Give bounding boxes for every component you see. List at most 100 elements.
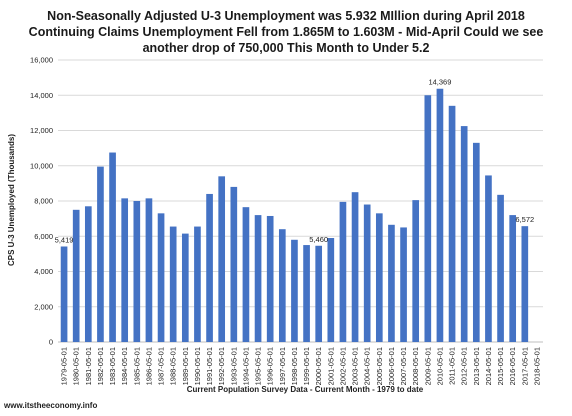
data-label: 5,419 — [55, 235, 74, 244]
bar — [291, 239, 298, 342]
x-tick-label: 1992-05-01 — [217, 347, 226, 385]
x-tick-label: 2015-05-01 — [496, 347, 505, 385]
x-tick-label: 2012-05-01 — [460, 347, 469, 385]
y-tick-label: 6,000 — [34, 232, 53, 241]
x-tick-label: 1998-05-01 — [290, 347, 299, 385]
bar — [388, 224, 395, 342]
chart-title-line-1: Non-Seasonally Adjusted U-3 Unemployment… — [47, 9, 525, 23]
x-tick-label: 1990-05-01 — [193, 347, 202, 385]
bar — [351, 192, 359, 342]
y-tick-label: 12,000 — [30, 126, 53, 135]
x-tick-label: 1980-05-01 — [72, 347, 81, 385]
bar — [97, 166, 104, 342]
x-tick-label: 2013-05-01 — [472, 347, 481, 385]
bar — [497, 194, 504, 342]
x-tick-label: 1986-05-01 — [144, 347, 153, 385]
x-tick-label: 2008-05-01 — [411, 347, 420, 385]
bar — [485, 175, 492, 342]
x-tick-label: 2007-05-01 — [399, 347, 408, 385]
data-label: 6,572 — [515, 215, 534, 224]
x-tick-label: 1995-05-01 — [254, 347, 263, 385]
bar — [363, 204, 371, 342]
bar — [181, 233, 189, 342]
y-tick-label: 8,000 — [34, 197, 53, 206]
y-tick-label: 16,000 — [30, 56, 53, 65]
bar — [509, 215, 517, 342]
x-tick-label: 2010-05-01 — [435, 347, 444, 385]
y-tick-label: 2,000 — [34, 302, 53, 311]
y-axis-title: CPS U-3 Unemployed (Thousands) — [7, 134, 16, 266]
x-tick-label: 2006-05-01 — [387, 347, 396, 385]
bar — [266, 215, 274, 342]
bar — [436, 88, 444, 343]
y-tick-label: 10,000 — [30, 161, 53, 170]
y-tick-label: 0 — [49, 338, 53, 347]
bar — [230, 186, 238, 342]
x-tick-label: 2001-05-01 — [326, 347, 335, 385]
x-tick-label: 2011-05-01 — [448, 347, 457, 385]
x-tick-label: 1983-05-01 — [108, 347, 117, 385]
bar — [206, 193, 213, 342]
bar — [133, 201, 141, 342]
bar — [424, 95, 432, 342]
x-tick-label: 2000-05-01 — [314, 347, 323, 385]
bar — [278, 229, 286, 342]
x-tick-label: 1989-05-01 — [181, 347, 190, 385]
x-tick-label: 2014-05-01 — [484, 347, 493, 385]
x-tick-label: 1979-05-01 — [60, 347, 69, 385]
bar — [412, 200, 420, 342]
x-tick-label: 1984-05-01 — [120, 347, 129, 385]
bar — [194, 226, 201, 342]
x-tick-label: 2016-05-01 — [508, 347, 517, 385]
x-tick-label: 2018-05-01 — [532, 347, 541, 385]
bar — [145, 198, 153, 342]
x-tick-label: 1981-05-01 — [84, 347, 93, 385]
data-labels: 5,419 5,460 14,369 6,572 — [55, 78, 535, 245]
bar — [254, 215, 262, 342]
x-tick-label: 1982-05-01 — [96, 347, 105, 385]
x-tick-label: 1996-05-01 — [266, 347, 275, 385]
bar — [60, 246, 68, 342]
x-tick-label: 1988-05-01 — [169, 347, 178, 385]
gridlines — [58, 59, 543, 343]
bar — [375, 213, 383, 342]
x-tick-label: 1997-05-01 — [278, 347, 287, 385]
y-axis-ticks: 0 2,000 4,000 6,000 8,000 10,000 12,000 14,000 1… — [30, 56, 53, 347]
data-label: 5,460 — [309, 235, 328, 244]
bar — [448, 105, 456, 342]
x-tick-label: 2004-05-01 — [363, 347, 372, 385]
chart-title-line-3: another drop of 750,000 This Month to Un… — [142, 41, 430, 55]
x-tick-label: 1987-05-01 — [157, 347, 166, 385]
bar — [521, 226, 529, 342]
x-tick-label: 1991-05-01 — [205, 347, 214, 385]
bar — [460, 126, 468, 342]
bar — [472, 142, 480, 342]
chart-title-line-2: Continuing Claims Unemployment Fell from… — [28, 25, 544, 39]
x-tick-label: 2005-05-01 — [375, 347, 384, 385]
bar — [303, 245, 310, 342]
x-tick-label: 2003-05-01 — [351, 347, 360, 385]
x-tick-label: 1993-05-01 — [229, 347, 238, 385]
bar — [157, 213, 165, 342]
x-tick-label: 2017-05-01 — [520, 347, 529, 385]
bar — [218, 176, 226, 342]
bar — [242, 207, 250, 342]
x-tick-label: 2009-05-01 — [423, 347, 432, 385]
x-tick-label: 1994-05-01 — [241, 347, 250, 385]
bar — [327, 238, 335, 342]
x-tick-label: 1999-05-01 — [302, 347, 311, 385]
bar — [109, 152, 116, 342]
bar — [315, 245, 323, 342]
y-tick-label: 4,000 — [34, 267, 53, 276]
x-tick-label: 1985-05-01 — [132, 347, 141, 385]
bar — [400, 227, 407, 342]
bars — [60, 88, 529, 343]
y-tick-label: 14,000 — [30, 91, 53, 100]
bar — [339, 201, 347, 342]
x-tick-label: 2002-05-01 — [338, 347, 347, 385]
x-axis-ticks: 1979-05-01 1980-05-01 1981-05-01 1982-05-01… — [60, 347, 542, 385]
footer-url: www.itstheeconomy.info — [4, 401, 98, 410]
bar — [121, 198, 129, 342]
bar — [84, 206, 92, 342]
bar — [72, 209, 80, 342]
